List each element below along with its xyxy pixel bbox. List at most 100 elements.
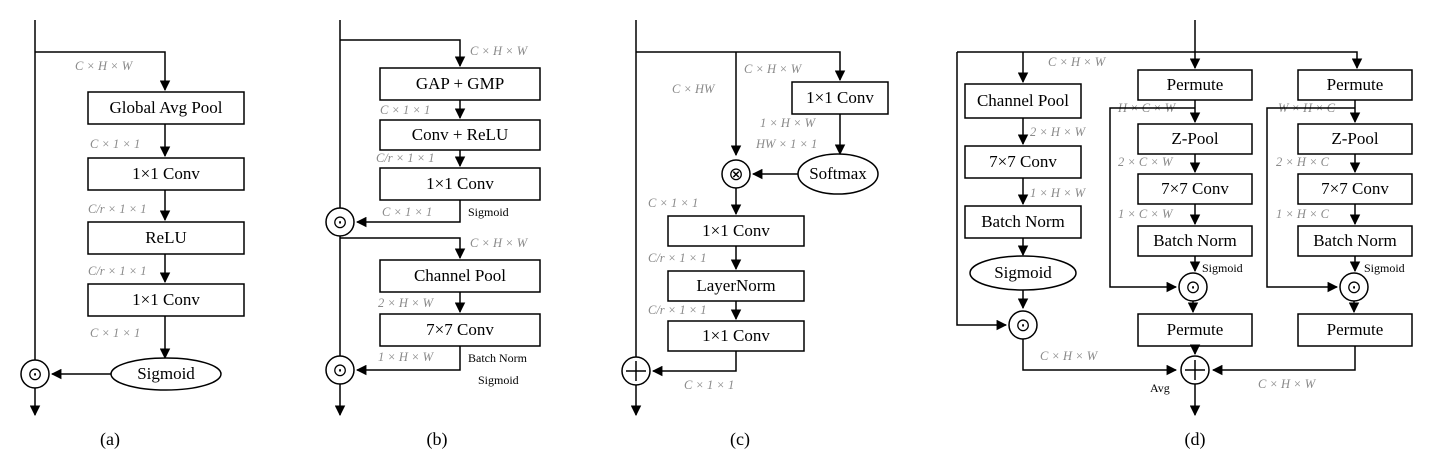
d-dim-out-left: C × H × W — [1040, 349, 1099, 363]
d-b2-permute-label: Permute — [1167, 75, 1224, 94]
b-conv7-label: 7×7 Conv — [426, 320, 494, 339]
a-dim-4: C × 1 × 1 — [90, 326, 140, 340]
b-multiply-symbol-1: ⊙ — [332, 212, 347, 232]
b-dim-2: C/r × 1 × 1 — [376, 151, 435, 165]
d-b2-skip — [1109, 107, 1195, 293]
b-branch2-arrow — [340, 237, 466, 260]
c-conv-top-label: 1×1 Conv — [806, 88, 874, 107]
d-b2-dim-3: 1 × C × W — [1118, 207, 1174, 221]
a-conv1-box — [87, 157, 245, 191]
c-dim-cr2: C/r × 1 × 1 — [648, 303, 707, 317]
d-b2-sigmoid-note: Sigmoid — [1202, 261, 1243, 275]
c-dim-hw11: HW × 1 × 1 — [755, 137, 817, 151]
d-caption: (d) — [1185, 429, 1206, 450]
d-b2-dim-2: 2 × C × W — [1118, 155, 1174, 169]
d-dim-out-right: C × H × W — [1258, 377, 1317, 391]
b-gapgmp-label: GAP + GMP — [416, 74, 504, 93]
d-b1-dim-2: 1 × H × W — [1030, 186, 1087, 200]
b-bn-note: Batch Norm — [468, 351, 528, 365]
a-caption: (a) — [100, 429, 120, 450]
a-sigmoid-label: Sigmoid — [137, 364, 195, 383]
b-multiply-node-2 — [325, 355, 355, 385]
b-caption: (b) — [427, 429, 448, 450]
d-b3-skip — [1266, 107, 1355, 293]
b-arrow-back-1 — [355, 200, 461, 228]
c-dim-hw: C × HW — [672, 82, 716, 96]
d-b1-dim-1: 2 × H × W — [1030, 125, 1087, 139]
c-conv2-box — [667, 320, 805, 352]
d-sum-symbol — [1185, 360, 1205, 380]
d-b1-multiply-symbol: ⊙ — [1015, 315, 1030, 335]
a-dim-2: C/r × 1 × 1 — [88, 202, 147, 216]
a-dim-3: C/r × 1 × 1 — [88, 264, 147, 278]
d-b1-conv7-label: 7×7 Conv — [989, 152, 1057, 171]
d-b3-permute-label: Permute — [1327, 75, 1384, 94]
b-chpool-label: Channel Pool — [414, 266, 506, 285]
a-multiply-symbol: ⊙ — [27, 364, 42, 384]
b-dim-1: C × 1 × 1 — [380, 103, 430, 117]
c-branch-arrow — [636, 51, 846, 82]
c-dim-out: C × 1 × 1 — [684, 378, 734, 392]
c-caption: (c) — [730, 429, 750, 450]
b-dim-5: 2 × H × W — [378, 296, 435, 310]
a-dim-1: C × 1 × 1 — [90, 137, 140, 151]
b-gapgmp-box — [379, 67, 541, 101]
d-b2-bn-box — [1137, 225, 1253, 257]
b-dim-3: C × 1 × 1 — [382, 205, 432, 219]
d-b3-permute-box — [1297, 69, 1413, 101]
b-multiply-symbol-2: ⊙ — [332, 360, 347, 380]
d-b3-dim-2: 2 × H × C — [1276, 155, 1330, 169]
d-top-bus — [957, 51, 1363, 70]
d-b3-conv7-box — [1297, 173, 1413, 205]
b-sigmoid-note: Sigmoid — [468, 205, 509, 219]
c-arrow-back — [651, 351, 737, 377]
b-convrelu-label: Conv + ReLU — [412, 125, 508, 144]
c-layernorm-label: LayerNorm — [696, 276, 775, 295]
panel-d: C × H × W Channel Pool 2 × H × W 7×7 Con… — [956, 20, 1413, 450]
b-branch1-arrow — [340, 39, 466, 68]
d-b3-to-sum — [1211, 346, 1356, 376]
d-b3-bn-box — [1297, 225, 1413, 257]
b-arrow-back-2 — [355, 346, 461, 376]
c-dim-top: C × H × W — [744, 62, 803, 76]
c-dim-cr1: C/r × 1 × 1 — [648, 251, 707, 265]
c-matmul-symbol: ⊗ — [728, 164, 743, 184]
a-multiply-node — [20, 359, 50, 389]
b-dim-4: C × H × W — [470, 236, 529, 250]
d-b2-conv7-box — [1137, 173, 1253, 205]
d-b2-bn-label: Batch Norm — [1153, 231, 1237, 250]
d-b1-chpool-label: Channel Pool — [977, 91, 1069, 110]
b-dim-6: 1 × H × W — [378, 350, 435, 364]
a-relu-box — [87, 221, 245, 255]
d-b2-permute2-label: Permute — [1167, 320, 1224, 339]
d-b3-sigmoid-note: Sigmoid — [1364, 261, 1405, 275]
d-b2-multiply-symbol: ⊙ — [1185, 277, 1200, 297]
a-gap-box — [87, 91, 245, 125]
d-b2-zpool-label: Z-Pool — [1171, 129, 1219, 148]
a-branch-arrow — [35, 51, 171, 92]
d-b3-zpool-label: Z-Pool — [1331, 129, 1379, 148]
panel-b: C × H × W GAP + GMP C × 1 × 1 Conv + ReL… — [325, 20, 541, 450]
d-b3-bn-label: Batch Norm — [1313, 231, 1397, 250]
c-conv1-label: 1×1 Conv — [702, 221, 770, 240]
d-b1-sigmoid-label: Sigmoid — [994, 263, 1052, 282]
b-conv-label: 1×1 Conv — [426, 174, 494, 193]
c-softmax-label: Softmax — [809, 164, 867, 183]
c-conv2-label: 1×1 Conv — [702, 326, 770, 345]
a-conv1-label: 1×1 Conv — [132, 164, 200, 183]
d-b3-permute2-box — [1297, 313, 1413, 347]
d-b1-bn-label: Batch Norm — [981, 212, 1065, 231]
b-conv-box — [379, 167, 541, 201]
d-b3-dim-3: 1 × H × C — [1276, 207, 1330, 221]
b-sigmoid-note-2: Sigmoid — [478, 373, 519, 387]
c-add-symbol — [626, 361, 646, 381]
a-conv2-label: 1×1 Conv — [132, 290, 200, 309]
d-b2-permute-box — [1137, 69, 1253, 101]
b-chpool-box — [379, 259, 541, 293]
panel-a: C × H × W Global Avg Pool C × 1 × 1 1×1 … — [20, 20, 245, 450]
panel-c: C × H × W C × HW 1×1 Conv 1 × H × W HW ×… — [621, 20, 889, 450]
a-relu-label: ReLU — [145, 228, 187, 247]
a-conv2-box — [87, 283, 245, 317]
d-avg-note: Avg — [1150, 381, 1170, 395]
